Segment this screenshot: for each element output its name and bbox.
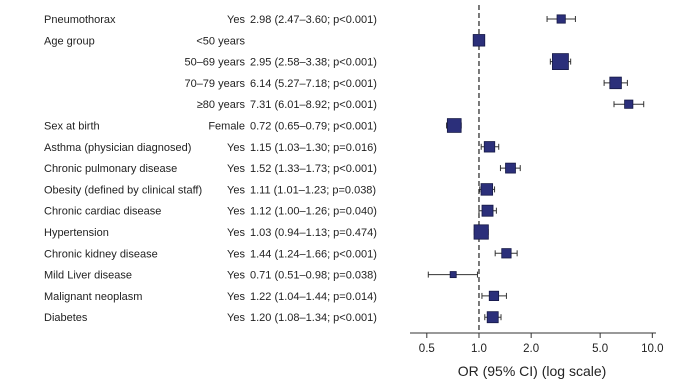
forest-row: Hypertension Yes 1.03 (0.94–1.13; p=0.474): [44, 224, 489, 240]
row-level-label: ≥80 years: [197, 99, 246, 111]
x-axis-title: OR (95% CI) (log scale): [458, 363, 607, 379]
or-marker: [480, 183, 494, 196]
row-variable-label: Age group: [44, 35, 95, 47]
row-variable-label: Hypertension: [44, 227, 109, 239]
or-marker: [624, 99, 634, 109]
forest-row: Obesity (defined by clinical staff) Yes 1.…: [44, 183, 496, 196]
or-marker: [609, 76, 622, 90]
row-level-label: Yes: [227, 142, 245, 154]
or-marker: [481, 204, 494, 217]
row-or-text: 1.15 (1.03–1.30; p=0.016): [250, 142, 377, 154]
row-or-text: 1.20 (1.08–1.34; p<0.001): [250, 312, 377, 324]
row-level-label: Yes: [227, 206, 245, 218]
or-marker: [552, 53, 569, 70]
x-tick-label: 5.0: [592, 343, 608, 355]
row-level-label: 50–69 years: [184, 57, 245, 69]
or-marker: [486, 311, 499, 324]
or-marker: [501, 248, 512, 259]
or-marker: [446, 118, 462, 133]
row-variable-label: Chronic kidney disease: [44, 248, 158, 260]
row-variable-label: Mild Liver disease: [44, 270, 132, 282]
row-level-label: Yes: [227, 270, 245, 282]
row-level-label: 70–79 years: [184, 78, 245, 90]
row-or-text: 1.12 (1.00–1.26; p=0.040): [250, 206, 377, 218]
x-tick-label: 2.0: [523, 343, 539, 355]
row-level-label: Yes: [227, 14, 245, 26]
or-marker: [488, 290, 500, 302]
x-tick-label: 1.0: [471, 343, 487, 355]
x-axis: 0.5 1.0 2.0 5.0 10.0: [410, 332, 664, 355]
row-level-label: Yes: [227, 312, 245, 324]
or-marker: [472, 34, 486, 47]
row-or-text: 0.71 (0.51–0.98; p=0.038): [250, 270, 377, 282]
row-or-text: 7.31 (6.01–8.92; p<0.001): [250, 99, 377, 111]
row-variable-label: Sex at birth: [44, 121, 100, 133]
row-level-label: Female: [208, 121, 245, 133]
forest-row: Malignant neoplasm Yes 1.22 (1.04–1.44; p=…: [44, 290, 507, 303]
or-marker: [473, 224, 489, 240]
forest-row: Mild Liver disease Yes 0.71 (0.51–0.98; p=…: [44, 270, 478, 282]
row-or-text: 2.95 (2.58–3.38; p<0.001): [250, 57, 377, 69]
forest-row: Sex at birth Female 0.72 (0.65–0.79; p<0.0…: [44, 118, 462, 133]
row-variable-label: Malignant neoplasm: [44, 291, 142, 303]
row-variable-label: Obesity (defined by clinical staff): [44, 184, 202, 196]
or-marker: [505, 162, 516, 174]
or-marker: [483, 141, 496, 153]
forest-row: Diabetes Yes 1.20 (1.08–1.34; p<0.001): [44, 311, 502, 324]
forest-row: Age group <50 years: [44, 34, 486, 47]
forest-row: Chronic kidney disease Yes 1.44 (1.24–1.66…: [44, 248, 518, 260]
row-level-label: Yes: [227, 163, 245, 175]
or-marker: [449, 271, 457, 279]
row-level-label: Yes: [227, 184, 245, 196]
forest-row: Chronic cardiac disease Yes 1.12 (1.00–1.2…: [44, 204, 497, 218]
row-variable-label: Diabetes: [44, 312, 88, 324]
row-or-text: 1.03 (0.94–1.13; p=0.474): [250, 227, 377, 239]
forest-row: Chronic pulmonary disease Yes 1.52 (1.33–1…: [44, 162, 521, 175]
row-variable-label: Chronic cardiac disease: [44, 206, 161, 218]
forest-row: 50–69 years 2.95 (2.58–3.38; p<0.001): [184, 53, 572, 70]
forest-row: ≥80 years 7.31 (6.01–8.92; p<0.001): [197, 99, 645, 111]
rows-layer: Pneumothorax Yes 2.98 (2.47–3.60; p<0.001)…: [44, 5, 645, 333]
row-variable-label: Pneumothorax: [44, 14, 116, 26]
row-or-text: 1.52 (1.33–1.73; p<0.001): [250, 163, 377, 175]
row-or-text: 0.72 (0.65–0.79; p<0.001): [250, 121, 377, 133]
row-variable-label: Asthma (physician diagnosed): [44, 142, 191, 154]
row-or-text: 2.98 (2.47–3.60; p<0.001): [250, 14, 377, 26]
row-level-label: Yes: [227, 248, 245, 260]
forest-row: Pneumothorax Yes 2.98 (2.47–3.60; p<0.001): [44, 14, 576, 26]
row-or-text: 6.14 (5.27–7.18; p<0.001): [250, 78, 377, 90]
forest-row: Asthma (physician diagnosed) Yes 1.15 (1.0…: [44, 141, 500, 154]
row-or-text: 1.44 (1.24–1.66; p<0.001): [250, 248, 377, 260]
row-level-label: Yes: [227, 227, 245, 239]
row-level-label: <50 years: [196, 35, 245, 47]
row-or-text: 1.22 (1.04–1.44; p=0.014): [250, 291, 377, 303]
row-level-label: Yes: [227, 291, 245, 303]
or-marker: [556, 14, 566, 24]
row-variable-label: Chronic pulmonary disease: [44, 163, 177, 175]
row-or-text: 1.11 (1.01–1.23; p=0.038): [250, 184, 376, 196]
x-tick-label: 0.5: [419, 343, 435, 355]
x-tick-label: 10.0: [641, 343, 663, 355]
forest-row: 70–79 years 6.14 (5.27–7.18; p<0.001): [184, 76, 628, 90]
